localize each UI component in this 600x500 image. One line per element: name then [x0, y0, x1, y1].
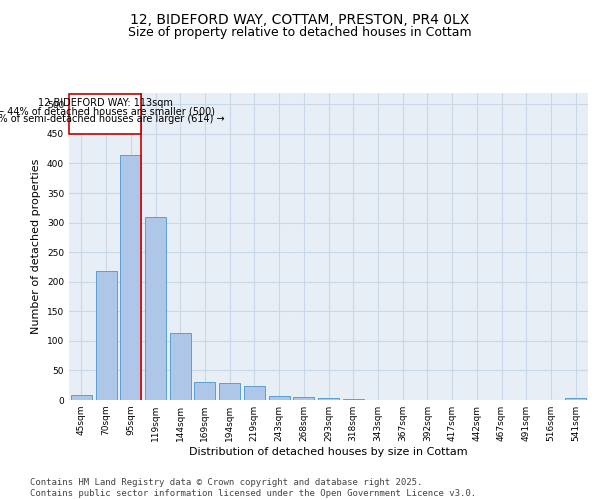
Y-axis label: Number of detached properties: Number of detached properties — [31, 158, 41, 334]
Bar — [120, 154, 141, 400]
Text: ← 44% of detached houses are smaller (500): ← 44% of detached houses are smaller (50… — [0, 106, 215, 116]
Bar — [219, 384, 240, 400]
Bar — [269, 396, 290, 400]
Text: 55% of semi-detached houses are larger (614) →: 55% of semi-detached houses are larger (… — [0, 114, 224, 124]
Text: Contains HM Land Registry data © Crown copyright and database right 2025.
Contai: Contains HM Land Registry data © Crown c… — [30, 478, 476, 498]
Bar — [293, 397, 314, 400]
Text: Size of property relative to detached houses in Cottam: Size of property relative to detached ho… — [128, 26, 472, 39]
Bar — [318, 398, 339, 400]
Bar — [170, 333, 191, 400]
Text: 12, BIDEFORD WAY, COTTAM, PRESTON, PR4 0LX: 12, BIDEFORD WAY, COTTAM, PRESTON, PR4 0… — [130, 12, 470, 26]
FancyBboxPatch shape — [69, 94, 141, 134]
Bar — [145, 216, 166, 400]
X-axis label: Distribution of detached houses by size in Cottam: Distribution of detached houses by size … — [189, 447, 468, 457]
Bar — [95, 271, 116, 400]
Bar — [71, 396, 92, 400]
Bar — [194, 382, 215, 400]
Bar — [244, 386, 265, 400]
Text: 12 BIDEFORD WAY: 113sqm: 12 BIDEFORD WAY: 113sqm — [38, 98, 173, 108]
Bar — [565, 398, 586, 400]
